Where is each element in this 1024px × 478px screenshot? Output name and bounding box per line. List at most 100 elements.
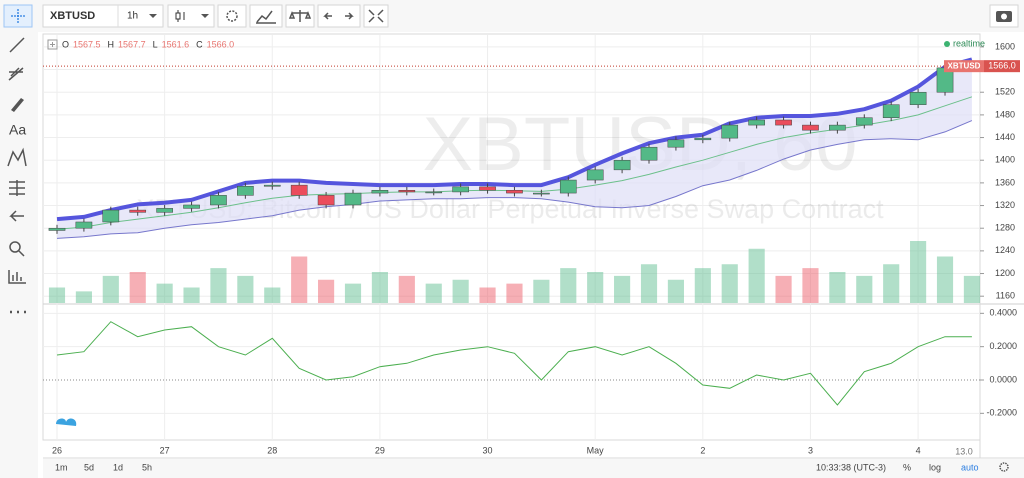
ohlc-value: 1566.0 bbox=[207, 39, 235, 49]
right-label: 13.0 bbox=[955, 446, 973, 456]
bottom-bar bbox=[43, 459, 1024, 478]
volume-bar bbox=[802, 268, 819, 303]
range-button[interactable]: 1m bbox=[55, 462, 68, 472]
volume-bar bbox=[775, 275, 792, 303]
volume-bar bbox=[210, 268, 227, 303]
fib-tool[interactable] bbox=[8, 67, 24, 81]
volume-bar bbox=[667, 279, 684, 303]
candle-body bbox=[237, 186, 254, 196]
candle-body bbox=[371, 189, 389, 194]
plot bbox=[43, 57, 981, 406]
remove-tool[interactable] bbox=[9, 210, 24, 222]
x-tick-label: 26 bbox=[52, 445, 62, 455]
gear-icon bbox=[226, 10, 238, 22]
legend-toggle[interactable] bbox=[47, 39, 58, 50]
y-tick-label: 1480 bbox=[995, 109, 1015, 119]
volume-bar bbox=[533, 279, 550, 303]
x-tick-label: 27 bbox=[160, 445, 170, 455]
candle-body bbox=[586, 169, 604, 181]
volume-bar bbox=[156, 283, 173, 303]
candle-body bbox=[129, 209, 147, 213]
candle-body bbox=[344, 192, 362, 206]
volume-bar bbox=[640, 264, 658, 303]
ohlc-value: 1567.5 bbox=[73, 39, 101, 49]
y-tick-label: 0.2000 bbox=[989, 341, 1017, 351]
volume-bar bbox=[425, 283, 442, 303]
volume-bar bbox=[856, 275, 873, 303]
fullscreen-icon bbox=[368, 9, 384, 23]
range-button[interactable]: 5h bbox=[142, 462, 152, 472]
ohlc-value: 1561.6 bbox=[162, 39, 190, 49]
axis-settings[interactable] bbox=[999, 462, 1009, 472]
candle-body bbox=[882, 104, 900, 118]
candle-body bbox=[290, 184, 308, 196]
volume-bar bbox=[587, 272, 604, 303]
y-tick-label: 1240 bbox=[995, 245, 1015, 255]
candle-body bbox=[452, 186, 469, 193]
chart-style-button[interactable] bbox=[167, 4, 215, 28]
volume-bar bbox=[560, 268, 577, 303]
volume-bar bbox=[75, 291, 92, 303]
fullscreen-button[interactable] bbox=[363, 4, 389, 28]
volume-bar bbox=[344, 283, 362, 303]
volume-bar bbox=[829, 272, 846, 303]
ohlc-value: 1567.7 bbox=[118, 39, 146, 49]
ohlc-key: H bbox=[108, 39, 115, 49]
volume-bar bbox=[291, 256, 308, 303]
side-toolbar bbox=[0, 32, 38, 478]
brush-tool[interactable] bbox=[11, 98, 24, 112]
range-button[interactable]: 5d bbox=[84, 462, 94, 472]
undo-redo[interactable] bbox=[317, 4, 361, 28]
candle-body bbox=[640, 146, 658, 161]
y-tick-label: -0.2000 bbox=[986, 408, 1017, 418]
y-tick-label: 1160 bbox=[996, 291, 1015, 301]
volume-bar bbox=[129, 272, 146, 303]
candle-body bbox=[183, 204, 200, 209]
text-tool[interactable]: Aa bbox=[9, 122, 26, 138]
settings-button[interactable] bbox=[217, 4, 247, 28]
y-tick-label: 0.4000 bbox=[989, 308, 1017, 318]
pattern-tool[interactable] bbox=[7, 147, 27, 167]
volume-bar bbox=[936, 256, 954, 303]
symbol-box[interactable] bbox=[42, 4, 164, 28]
zoom-tool[interactable] bbox=[9, 241, 21, 253]
projection-tool[interactable] bbox=[9, 180, 25, 196]
y-tick-label: 1440 bbox=[995, 132, 1015, 142]
band-fill bbox=[57, 59, 972, 239]
y-tick-label: 1280 bbox=[995, 223, 1015, 233]
candle-body bbox=[775, 119, 792, 126]
zoom-tool bbox=[18, 250, 25, 257]
volume-bar bbox=[910, 241, 927, 303]
candle-body bbox=[398, 189, 416, 193]
range-button[interactable]: 1d bbox=[113, 462, 123, 472]
dropdown[interactable] bbox=[201, 14, 209, 18]
y-tick-label: 1320 bbox=[995, 200, 1015, 210]
volume-bar bbox=[237, 275, 254, 303]
scale-icon bbox=[288, 10, 312, 22]
measure-tool[interactable] bbox=[8, 270, 26, 284]
legend-toggle bbox=[50, 42, 55, 47]
percent-toggle[interactable]: % bbox=[903, 462, 911, 472]
volume-bar bbox=[264, 287, 281, 303]
log-toggle[interactable]: log bbox=[929, 462, 941, 472]
ohlc-key: L bbox=[153, 39, 158, 49]
trendline-tool[interactable] bbox=[9, 37, 25, 53]
x-tick-label: 30 bbox=[483, 445, 493, 455]
y-tick-label: 1200 bbox=[995, 268, 1015, 278]
clock: 10:33:38 (UTC-3) bbox=[816, 462, 886, 472]
candle-body bbox=[506, 189, 523, 194]
volume-bar bbox=[452, 279, 469, 303]
candle-body bbox=[102, 209, 120, 223]
undo-icon bbox=[323, 12, 354, 20]
volume-bar bbox=[963, 275, 980, 303]
logo bbox=[56, 418, 77, 426]
candle-body bbox=[48, 227, 66, 231]
candle-body bbox=[263, 184, 281, 187]
dropdown[interactable] bbox=[149, 14, 157, 18]
interval[interactable]: 1h bbox=[127, 11, 138, 22]
volume-bar bbox=[102, 275, 119, 303]
candle-body bbox=[855, 117, 873, 126]
volume-bar bbox=[506, 283, 523, 303]
auto-toggle[interactable]: auto bbox=[961, 462, 979, 472]
